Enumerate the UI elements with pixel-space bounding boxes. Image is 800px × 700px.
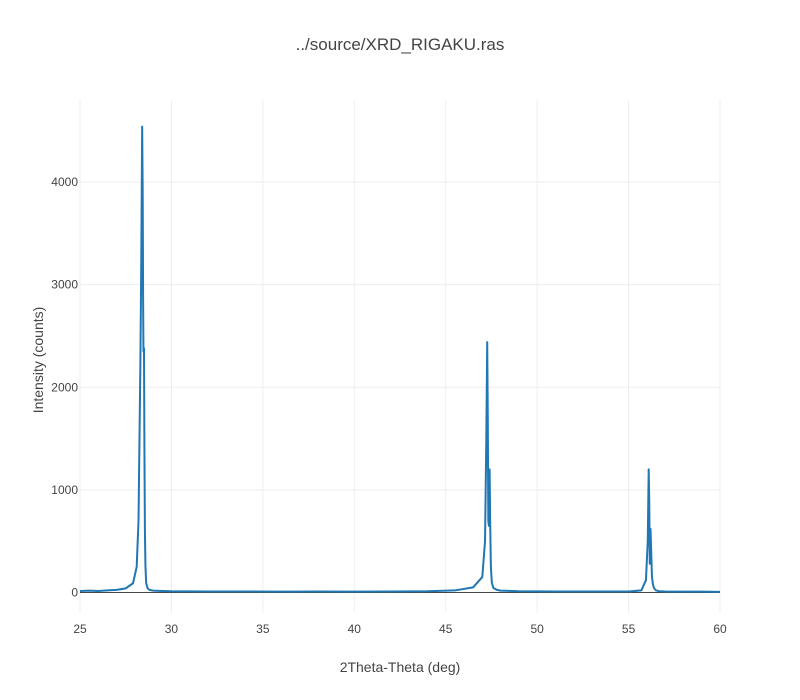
x-tick-label: 30 — [165, 622, 179, 636]
x-tick-label: 25 — [73, 622, 87, 636]
y-axis-label: Intensity (counts) — [30, 307, 46, 414]
x-tick-label: 55 — [622, 622, 636, 636]
x-tick-label: 40 — [348, 622, 362, 636]
y-tick-label: 3000 — [51, 278, 78, 292]
x-tick-label: 50 — [530, 622, 544, 636]
x-tick-label: 35 — [256, 622, 270, 636]
y-tick-label: 4000 — [51, 175, 78, 189]
y-tick-labels: 0 1000 2000 3000 4000 — [51, 175, 78, 599]
x-tick-labels: 25 30 35 40 45 50 55 60 — [73, 622, 727, 636]
y-tick-label: 1000 — [51, 483, 78, 497]
x-axis-label: 2Theta-Theta (deg) — [340, 659, 461, 675]
grid-lines — [79, 100, 721, 613]
chart-title: ../source/XRD_RIGAKU.ras — [296, 35, 505, 54]
x-tick-label: 45 — [439, 622, 453, 636]
intensity-series-line — [79, 125, 721, 593]
x-tick-label: 60 — [713, 622, 727, 636]
y-tick-label: 2000 — [51, 380, 78, 394]
y-tick-label: 0 — [71, 585, 78, 599]
